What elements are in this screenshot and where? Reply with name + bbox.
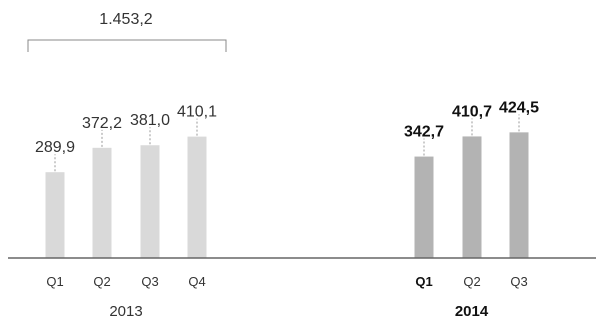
data-label-2014-q2: 410,7 [452, 103, 492, 120]
data-label-2014-q1: 342,7 [404, 124, 444, 141]
bar-2014-q3 [509, 132, 529, 258]
bar-2013-q3 [140, 145, 160, 258]
bar-2013-q1 [45, 172, 65, 258]
tick-label-2013-q4: Q4 [188, 274, 205, 289]
data-label-2013-q1: 289,9 [35, 139, 75, 156]
data-label-2013-q4: 410,1 [177, 104, 217, 121]
bar-2014-q1 [414, 156, 434, 258]
data-label-2013-q3: 381,0 [130, 112, 170, 129]
labels-layer: 289,9 Q1 372,2 Q2 381,0 Q3 410,1 Q4 2013 342,7 Q1 4… [35, 99, 539, 320]
bar-2013-q4 [187, 136, 207, 258]
bar-2014-q2 [462, 136, 482, 258]
year-label-2014: 2014 [455, 303, 489, 320]
tick-label-2014-q1: Q1 [415, 274, 432, 289]
tick-label-2013-q2: Q2 [93, 274, 110, 289]
tick-label-2013-q3: Q3 [141, 274, 158, 289]
data-label-2014-q3: 424,5 [499, 99, 539, 116]
tick-label-2014-q3: Q3 [510, 274, 527, 289]
tick-label-2013-q1: Q1 [46, 274, 63, 289]
total-bracket-2013 [27, 39, 227, 52]
bars-layer [45, 114, 529, 258]
total-bracket-layer: 1.453,2 [27, 11, 227, 52]
tick-label-2014-q2: Q2 [463, 274, 480, 289]
data-label-2013-q2: 372,2 [82, 115, 122, 132]
bar-2013-q2 [92, 147, 112, 258]
total-label-2013: 1.453,2 [99, 11, 152, 28]
year-label-2013: 2013 [109, 303, 142, 320]
